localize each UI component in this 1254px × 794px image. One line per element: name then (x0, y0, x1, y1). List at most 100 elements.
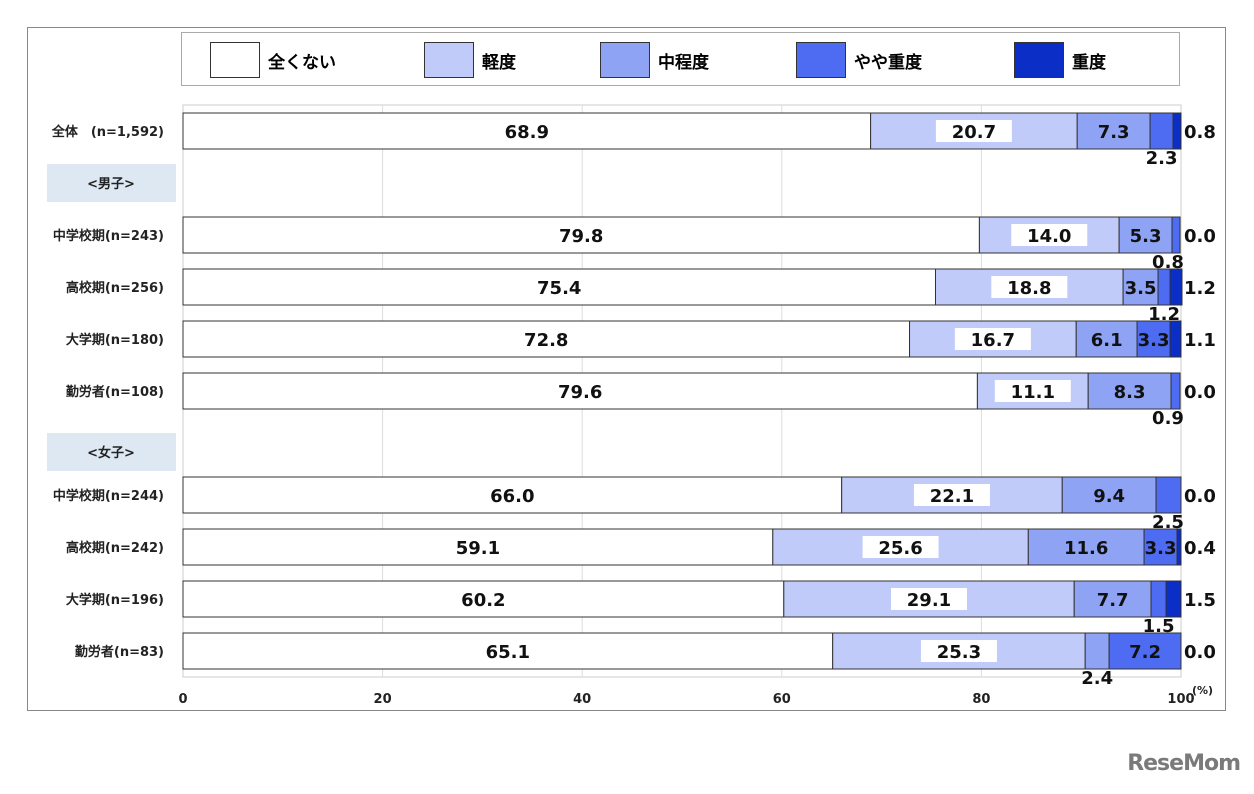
legend-swatch (424, 42, 474, 78)
data-label: 79.6 (558, 382, 602, 403)
data-label: 8.3 (1114, 382, 1146, 403)
data-label: 5.3 (1130, 226, 1162, 247)
row-label: 大学期(n=196) (66, 592, 164, 608)
data-label: 7.2 (1129, 642, 1161, 663)
data-label-box (991, 276, 1068, 298)
data-label: 0.8 (1184, 122, 1216, 143)
data-label: 2.3 (1146, 148, 1178, 169)
bar-segment (1169, 268, 1183, 306)
group-label: <女子> (87, 445, 135, 461)
legend-label: 軽度 (482, 52, 516, 73)
data-label-box (920, 640, 997, 662)
data-label: 3.3 (1145, 538, 1177, 559)
x-tick-label: 80 (972, 692, 990, 707)
data-label: 22.1 (930, 486, 974, 507)
group-label-box (47, 433, 176, 471)
data-label: 1.5 (1143, 616, 1175, 637)
legend-swatch (796, 42, 846, 78)
data-label: 1.2 (1184, 278, 1216, 299)
data-label: 2.4 (1081, 668, 1113, 689)
row-label: 中学校期(n=243) (53, 228, 164, 244)
data-label: 29.1 (907, 590, 951, 611)
bar-segment (1169, 320, 1182, 358)
data-label: 1.5 (1184, 590, 1216, 611)
bar-segment (1084, 632, 1110, 670)
data-label: 6.1 (1091, 330, 1123, 351)
legend-swatch (210, 42, 260, 78)
bar-segment (1076, 112, 1151, 150)
bar-segment (1075, 320, 1138, 358)
data-label-box (935, 120, 1012, 142)
data-label: 68.9 (505, 122, 549, 143)
bar-segment (182, 580, 785, 618)
data-label: 18.8 (1007, 278, 1051, 299)
data-label: 0.0 (1184, 226, 1216, 247)
bar-segment (783, 580, 1075, 618)
data-label: 0.9 (1152, 408, 1184, 429)
data-label: 0.0 (1184, 382, 1216, 403)
data-label: 79.8 (559, 226, 603, 247)
bar-segment (182, 216, 980, 254)
row-label: 大学期(n=180) (66, 332, 164, 348)
data-label: 25.3 (937, 642, 981, 663)
bar-segment (1136, 320, 1171, 358)
bar-segment (1061, 476, 1157, 514)
bar-segment (1118, 216, 1173, 254)
bar-segment (1170, 372, 1181, 410)
row-label: 高校期(n=242) (66, 540, 164, 556)
legend-item: 全くない (210, 41, 336, 79)
row-label: 勤労者(n=108) (66, 384, 164, 400)
bar-segment (182, 476, 843, 514)
data-label-box (994, 380, 1071, 402)
row-label: 全体 (n=1,592) (51, 124, 164, 140)
bar-segment (1165, 580, 1182, 618)
x-tick-label: 60 (773, 692, 791, 707)
legend: 全くない 軽度 中程度 やや重度 重度 (181, 32, 1180, 86)
data-label-box (862, 536, 939, 558)
bar-segment (182, 528, 774, 566)
data-label: 14.0 (1027, 226, 1071, 247)
row-label: 勤労者(n=83) (75, 644, 164, 660)
data-label-box (891, 588, 968, 610)
data-label: 60.2 (461, 590, 505, 611)
legend-item: 軽度 (424, 41, 516, 79)
data-label: 20.7 (952, 122, 996, 143)
bar-segment (1087, 372, 1172, 410)
legend-label: 全くない (268, 52, 336, 73)
data-label: 11.6 (1064, 538, 1108, 559)
data-label: 59.1 (456, 538, 500, 559)
data-label-box (954, 328, 1031, 350)
bar-segment (1155, 476, 1182, 514)
legend-item: 中程度 (600, 41, 709, 79)
data-label: 0.0 (1184, 642, 1216, 663)
legend-label: 重度 (1072, 52, 1106, 73)
x-unit-label: (%) (1192, 684, 1213, 697)
bar-segment (1122, 268, 1159, 306)
data-label: 11.1 (1011, 382, 1055, 403)
data-label: 7.7 (1097, 590, 1129, 611)
data-label: 2.5 (1152, 512, 1184, 533)
data-label-box (913, 484, 990, 506)
data-label: 1.2 (1148, 304, 1180, 325)
group-label-box (47, 164, 176, 202)
data-label: 0.8 (1152, 252, 1184, 273)
legend-item: やや重度 (796, 41, 922, 79)
data-label: 66.0 (490, 486, 534, 507)
bar-segment (1027, 528, 1145, 566)
bar-segment (1157, 268, 1171, 306)
legend-label: 中程度 (658, 52, 709, 73)
bar-segment (1176, 528, 1182, 566)
data-label: 65.1 (486, 642, 530, 663)
bar-segment (1143, 528, 1178, 566)
x-tick-label: 20 (374, 692, 392, 707)
x-tick-label: 0 (178, 692, 187, 707)
bar-segment (182, 112, 872, 150)
data-label: 75.4 (537, 278, 581, 299)
bar-segment (1150, 580, 1167, 618)
legend-label: やや重度 (854, 52, 922, 73)
data-label-box (1011, 224, 1088, 246)
data-label: 0.0 (1184, 486, 1216, 507)
bar-segment (182, 268, 936, 306)
data-label: 25.6 (878, 538, 922, 559)
